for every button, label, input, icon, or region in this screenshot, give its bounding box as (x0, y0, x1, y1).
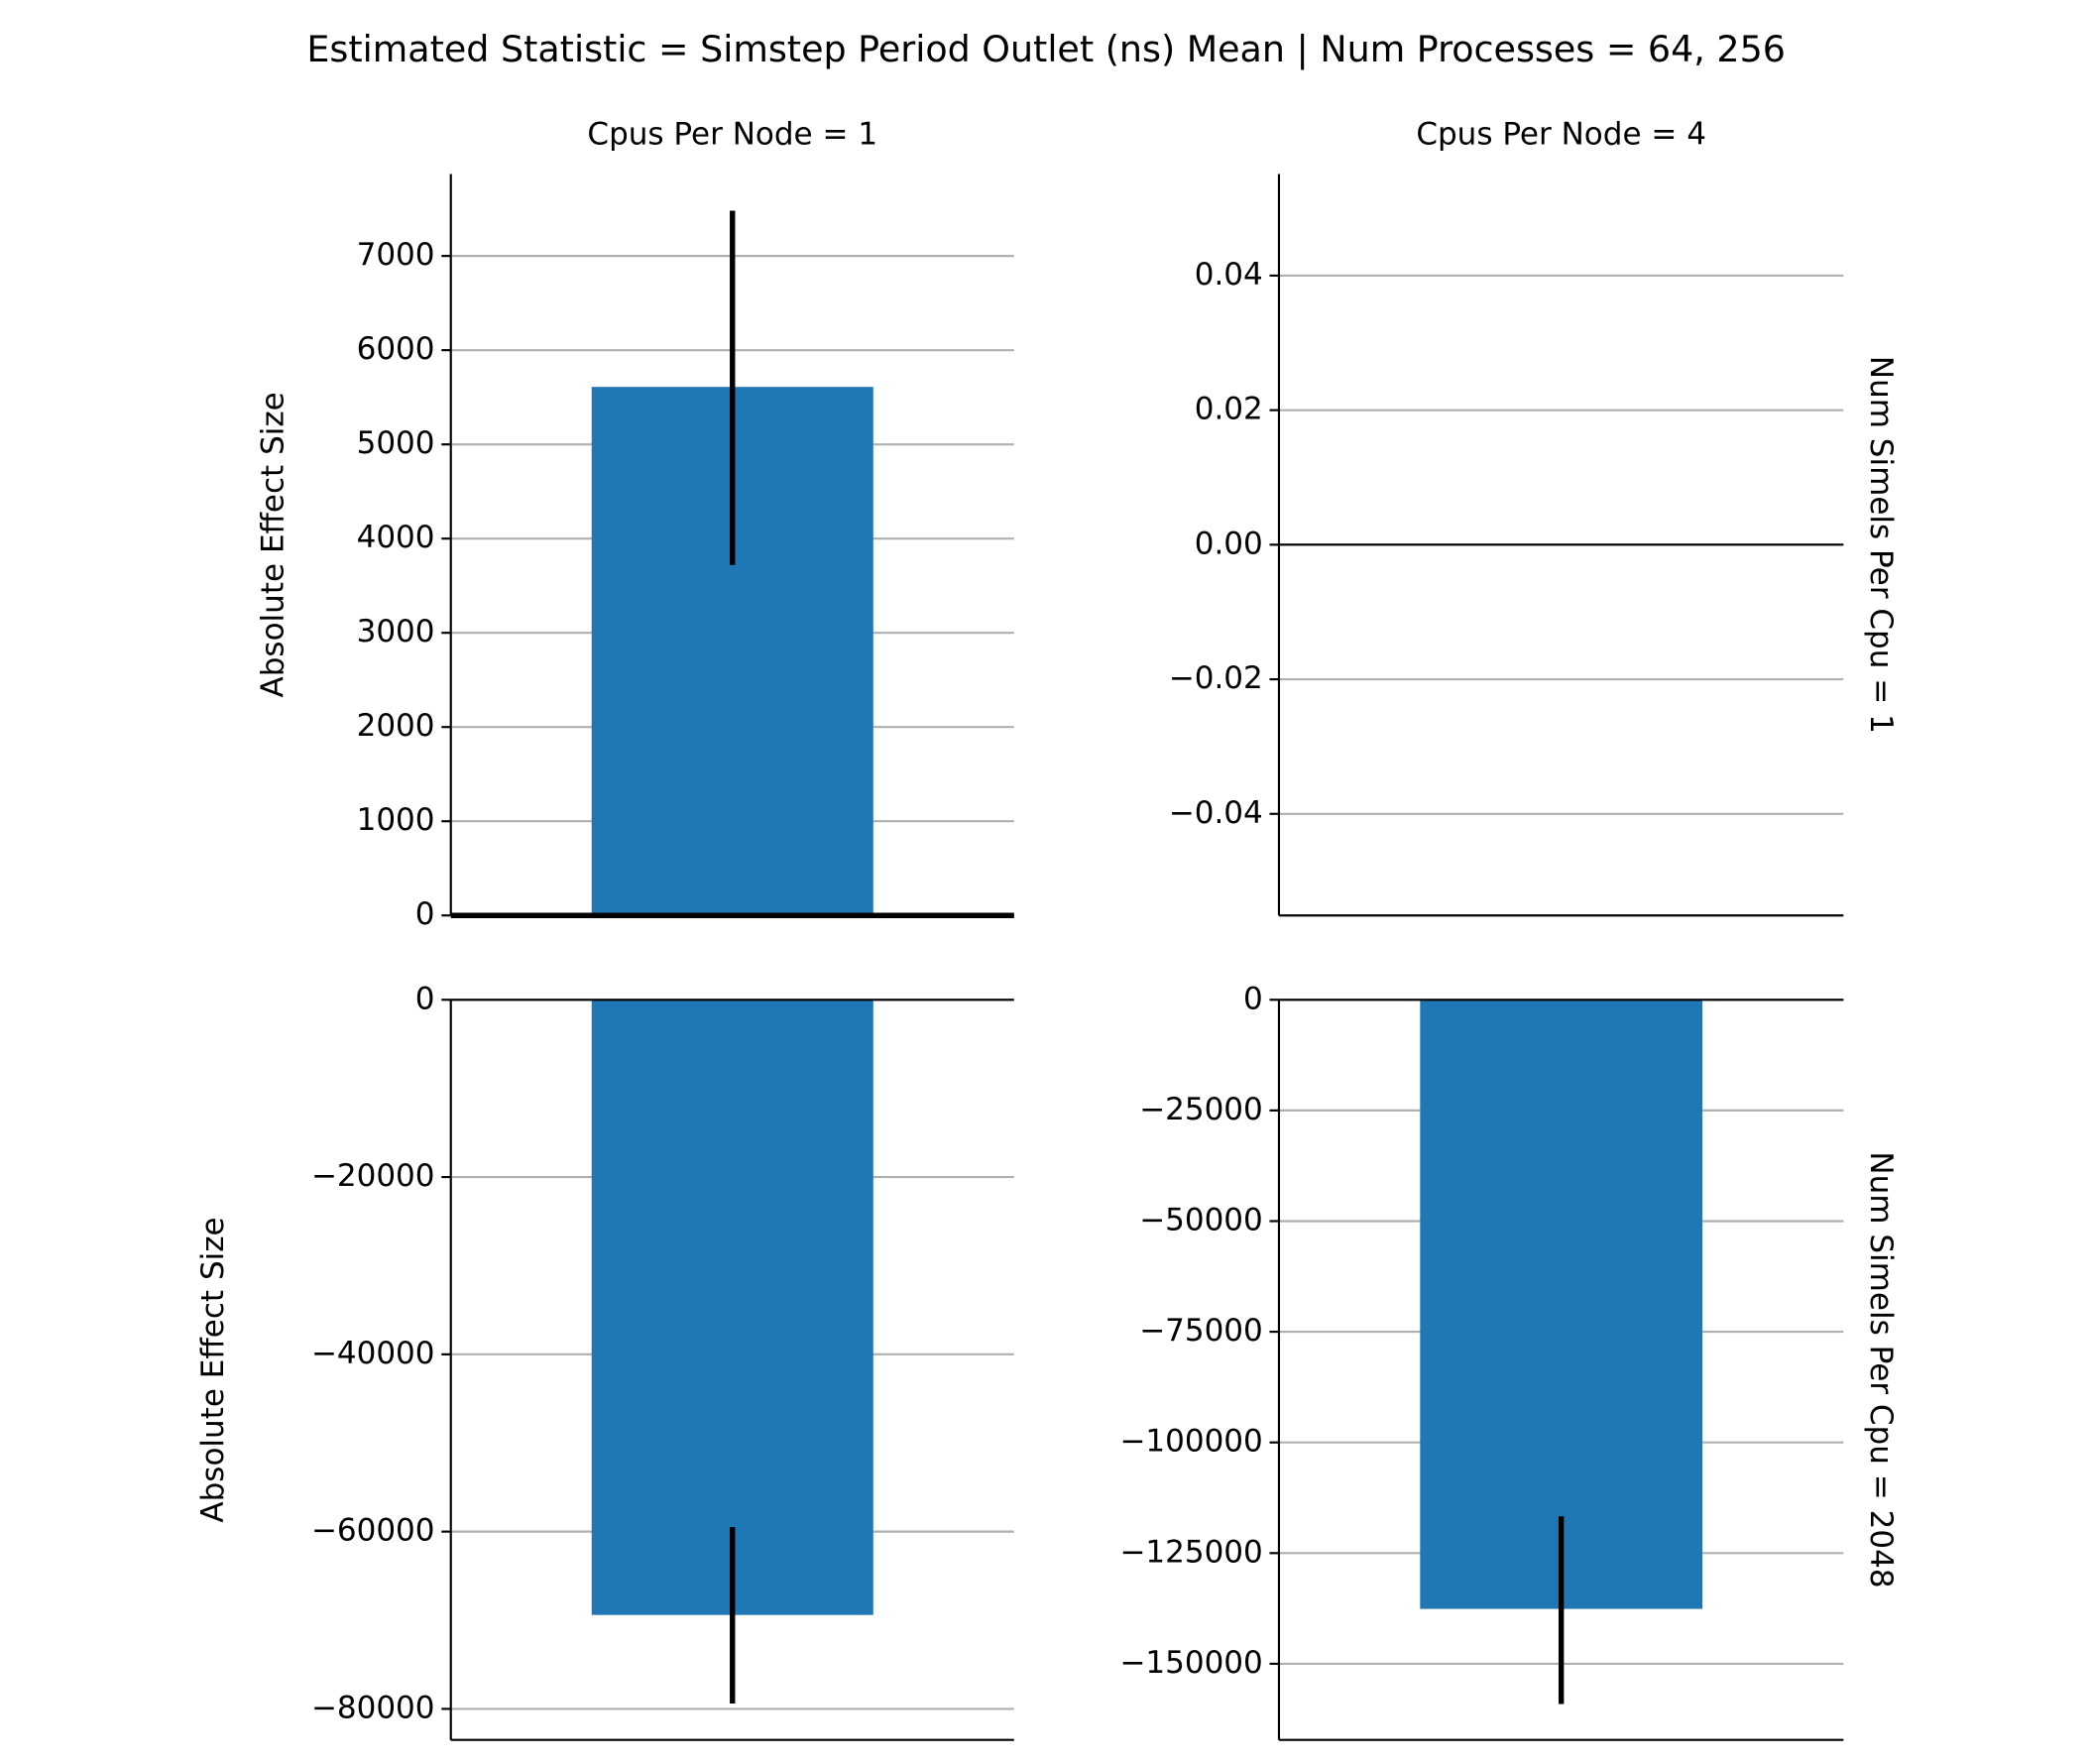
y-axis-label: Absolute Effect Size (195, 1217, 231, 1522)
y-tick-label: 0 (415, 981, 435, 1016)
subplot-title: Cpus Per Node = 1 (587, 116, 877, 152)
y-tick-label: 3000 (357, 614, 435, 649)
y-tick-label: −20000 (311, 1158, 435, 1194)
y-tick-label: −150000 (1119, 1645, 1262, 1681)
bar (591, 1000, 873, 1615)
y-tick-label: −80000 (311, 1690, 435, 1725)
y-tick-label: −100000 (1119, 1424, 1262, 1460)
y-tick-label: 4000 (357, 520, 435, 555)
subplot-title: Cpus Per Node = 4 (1416, 116, 1706, 152)
y-axis-label: Absolute Effect Size (256, 392, 291, 697)
y-tick-label: 5000 (357, 425, 435, 461)
y-tick-label: 0.04 (1195, 257, 1263, 293)
row-title: Num Simels Per Cpu = 2048 (1863, 1151, 1899, 1588)
y-tick-label: −25000 (1139, 1092, 1263, 1127)
y-tick-label: −0.02 (1169, 660, 1263, 696)
y-tick-label: −60000 (311, 1513, 435, 1549)
y-tick-label: 0.02 (1195, 392, 1263, 427)
y-tick-label: 0 (415, 896, 435, 932)
y-tick-label: 1000 (357, 802, 435, 838)
y-tick-label: 7000 (357, 237, 435, 273)
y-tick-label: −40000 (311, 1336, 435, 1371)
y-tick-label: −75000 (1139, 1313, 1263, 1349)
y-tick-label: 6000 (357, 331, 435, 367)
chart-title: Estimated Statistic = Simstep Period Out… (306, 28, 1786, 70)
y-tick-label: −50000 (1139, 1202, 1263, 1237)
y-tick-label: 0 (1243, 981, 1263, 1016)
y-tick-label: −125000 (1119, 1534, 1262, 1570)
bar (1420, 1000, 1703, 1609)
y-tick-label: −0.04 (1169, 795, 1263, 831)
y-tick-label: 0.00 (1195, 526, 1263, 561)
y-tick-label: 2000 (357, 708, 435, 744)
row-title: Num Simels Per Cpu = 1 (1863, 356, 1899, 734)
